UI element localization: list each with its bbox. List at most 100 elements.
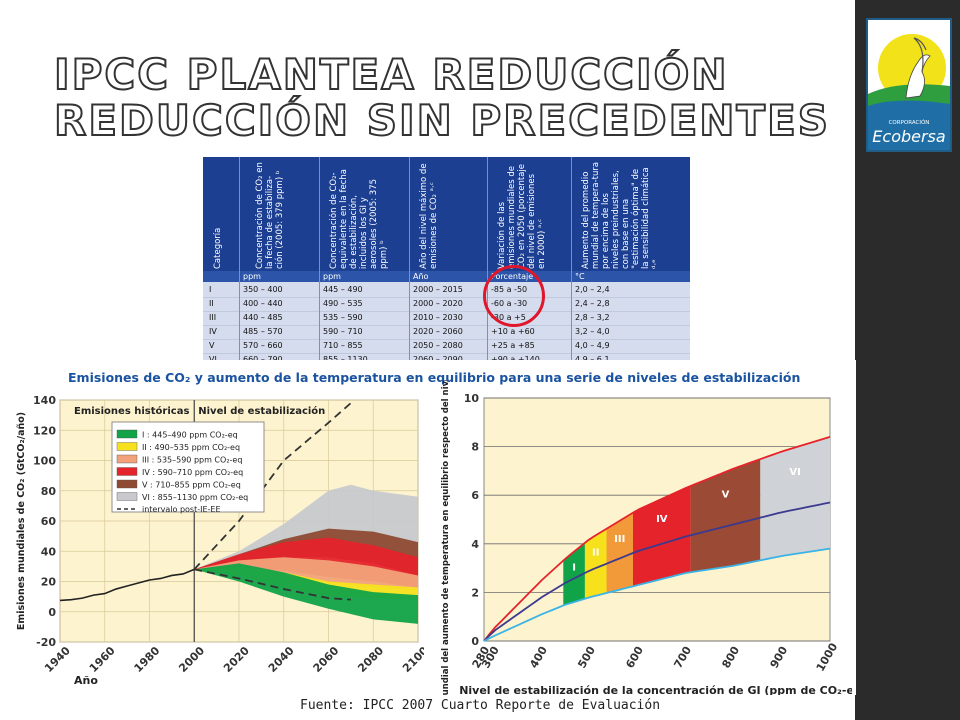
x-tick-label: 400 — [527, 644, 550, 671]
band-label: II — [592, 547, 599, 558]
table-column-divider — [487, 157, 488, 368]
table-cell: +10 a +60 — [491, 327, 535, 336]
post-tar-lower-line — [194, 568, 351, 601]
legend-entry: IV : 590–710 ppm CO₂-eq — [142, 468, 243, 477]
table-cell: I — [209, 285, 212, 294]
table-unit-cell: Año — [413, 272, 429, 281]
title-line-1: IPCC plantea reducción — [53, 50, 729, 99]
ecobersa-logo-graphic: CORPORACIÓN Ecobersa — [868, 34, 950, 150]
table-cell: +25 a +85 — [491, 341, 535, 350]
legend-entry: VI : 855–1130 ppm CO₂-eq — [142, 493, 248, 502]
table-column-divider — [319, 157, 320, 368]
table-cell: 4,9 – 6,1 — [575, 353, 610, 367]
scenario-band — [194, 557, 418, 591]
table-cell: 535 – 590 — [323, 313, 363, 322]
table-cell: 2,8 – 3,2 — [575, 313, 610, 322]
table-units-row: ppm ppm Año Porcentaje °C — [203, 271, 690, 282]
stabilization-band — [563, 542, 585, 606]
table-row: III 440 – 485 535 – 590 2010 – 2030 -30 … — [203, 311, 690, 326]
table-unit-cell: ppm — [243, 272, 261, 281]
x-axis-label: Año — [74, 674, 98, 687]
table-header-row: Categoría Concentración de CO₂ en la fec… — [203, 157, 690, 271]
table-cell: 2000 – 2020 — [413, 299, 463, 308]
table-column-divider — [409, 157, 410, 368]
y-tick-label: 6 — [471, 489, 479, 502]
stabilization-band — [690, 459, 761, 573]
temperature-curve-best-estimate — [483, 501, 831, 642]
legend-swatch — [116, 479, 138, 489]
charts-title: Emisiones de CO₂ y aumento de la tempera… — [68, 370, 801, 385]
x-tick-label: 600 — [623, 644, 646, 671]
band-label: III — [614, 534, 625, 545]
x-tick-label: 2040 — [266, 644, 297, 675]
legend-swatch — [116, 492, 138, 501]
table-unit-cell: °C — [575, 272, 585, 281]
highlight-circle — [483, 265, 545, 327]
table-cell: 660 – 790 — [243, 353, 283, 367]
y-tick-label: 40 — [41, 545, 57, 558]
legend-entry: V : 710–855 ppm CO₂-eq — [142, 481, 241, 490]
y-tick-label: 4 — [471, 538, 479, 551]
table-column-divider — [239, 157, 240, 368]
table-cell: II — [209, 299, 214, 308]
region-label-stabilization: Nivel de estabilización — [198, 405, 325, 417]
title-line-2: reducción sin precedentes — [53, 96, 831, 145]
table-unit-cell: ppm — [323, 272, 341, 281]
table-header-cell: Concentración de CO₂ en la fecha de esta… — [255, 162, 285, 269]
legend-swatch — [116, 429, 138, 439]
table-cell: 570 – 660 — [243, 341, 283, 350]
table-row: VI 660 – 790 855 – 1130 2060 – 2090 +90 … — [203, 353, 690, 367]
band-label: VI — [789, 467, 800, 478]
stabilization-table: Categoría Concentración de CO₂ en la fec… — [203, 157, 690, 368]
table-cell: 855 – 1130 — [323, 353, 368, 367]
historical-emissions-line — [59, 568, 195, 602]
table-cell: 485 – 570 — [243, 327, 283, 336]
table-cell: 350 – 400 — [243, 285, 283, 294]
x-tick-label: 1980 — [132, 644, 163, 675]
scenario-band — [194, 563, 418, 624]
table-cell: 590 – 710 — [323, 327, 363, 336]
table-cell: 710 – 855 — [323, 341, 363, 350]
x-tick-label: 1000 — [814, 640, 841, 673]
y-tick-label: 140 — [33, 394, 56, 407]
table-cell: 4,0 – 4,9 — [575, 341, 610, 350]
table-cell: +90 a +140 — [491, 353, 540, 367]
logo-name-bg — [868, 116, 950, 150]
y-tick-label: 8 — [471, 441, 479, 454]
y-axis-label: Promedio mundial del aumento de temperat… — [441, 380, 451, 695]
x-tick-label: 900 — [768, 644, 791, 671]
table-cell: 440 – 485 — [243, 313, 283, 322]
y-tick-label: 0 — [471, 635, 479, 648]
table-header-cell: Aumento del promedio mundial de tempera-… — [581, 161, 661, 269]
table-cell: 2010 – 2030 — [413, 313, 463, 322]
y-axis-label: Emisiones mundiales de CO₂ (GtCO₂/año) — [16, 412, 27, 630]
logo-bird — [905, 54, 931, 99]
y-tick-label: 100 — [33, 455, 56, 468]
table-cell: VI — [209, 353, 217, 367]
x-tick-label: 2060 — [311, 644, 342, 675]
charts-panel: Emisiones de CO₂ y aumento de la tempera… — [14, 360, 856, 695]
legend-swatch — [116, 467, 138, 476]
x-tick-label: 700 — [671, 644, 694, 671]
y-tick-label: 120 — [33, 424, 56, 437]
table-row: I 350 – 400 445 – 490 2000 – 2015 -85 a … — [203, 283, 690, 298]
table-cell: 490 – 535 — [323, 299, 363, 308]
post-tar-upper-line — [193, 402, 352, 571]
region-label-historical: Emisiones históricas — [74, 405, 189, 417]
table-cell: IV — [209, 327, 217, 336]
table-header-cell: Variación de las emisiones mundiales de … — [497, 163, 547, 269]
legend-entry: II : 490–535 ppm CO₂-eq — [142, 443, 240, 452]
legend-box — [111, 421, 265, 513]
x-tick-label: 2080 — [355, 644, 386, 675]
x-tick-label: 500 — [575, 644, 598, 671]
table-cell: V — [209, 341, 215, 350]
table-cell: 2020 – 2060 — [413, 327, 463, 336]
table-cell: 2,0 – 2,4 — [575, 285, 610, 294]
x-tick-label: 2000 — [176, 644, 207, 675]
table-cell: 2,4 – 2,8 — [575, 299, 610, 308]
y-tick-label: 60 — [41, 515, 57, 528]
table-row: II 400 – 440 490 – 535 2000 – 2020 -60 a… — [203, 297, 690, 312]
table-body: I 350 – 400 445 – 490 2000 – 2015 -85 a … — [203, 282, 690, 368]
table-cell: 2000 – 2015 — [413, 285, 463, 294]
table-header-cell: Concentración de CO₂-equivalente en la f… — [329, 169, 389, 269]
